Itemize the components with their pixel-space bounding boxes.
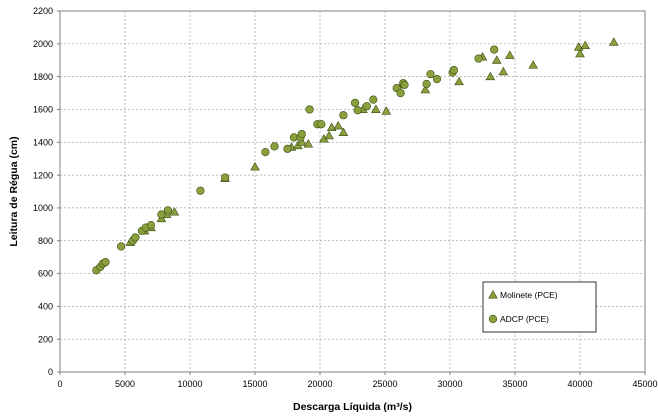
adcp-point (449, 65, 459, 75)
molinete-point (333, 120, 344, 130)
adcp-point (101, 257, 110, 267)
y-tick-label: 1000 (33, 203, 53, 213)
molinete-point (498, 66, 509, 76)
adcp-point (157, 210, 166, 219)
legend: Molinete (PCE) ADCP (PCE) (482, 281, 597, 333)
x-tick-label: 40000 (567, 379, 592, 389)
x-axis-ticks: 0 5000 10000 15000 20000 25000 30000 35000 40000… (57, 372, 658, 389)
y-axis-ticks: 0 200 400 600 800 1000 1200 1400 1600 1800 2000 220… (33, 6, 60, 377)
molinete-point (169, 207, 180, 216)
molinete-point (420, 84, 431, 94)
molinete-point (371, 104, 381, 113)
adcp-point (353, 106, 362, 115)
x-tick-label: 35000 (502, 379, 527, 389)
molinete-point (381, 106, 392, 115)
y-tick-label: 1200 (33, 170, 53, 180)
y-tick-label: 2000 (33, 39, 53, 49)
y-tick-label: 200 (38, 334, 53, 344)
adcp-point (196, 186, 205, 195)
molinete-point (454, 76, 464, 86)
molinete-point (575, 48, 585, 58)
adcp-point (474, 54, 483, 63)
molinete-point (324, 130, 334, 140)
adcp-point (422, 79, 431, 89)
adcp-point (351, 98, 360, 107)
legend-label: Molinete (PCE) (500, 290, 558, 300)
molinete-point (608, 37, 619, 46)
adcp-point (490, 45, 499, 54)
x-tick-label: 25000 (372, 379, 397, 389)
y-tick-label: 0 (48, 367, 53, 377)
adcp-point (396, 88, 405, 98)
adcp-point (163, 206, 172, 215)
legend-box (482, 281, 597, 333)
y-axis-title: Leitura de Régua (cm) (8, 136, 20, 246)
molinete-point (326, 122, 337, 132)
adcp-point (432, 74, 442, 84)
data-markers (92, 37, 619, 275)
x-tick-label: 5000 (115, 379, 135, 389)
y-tick-label: 2200 (33, 6, 53, 16)
x-axis-title: Descarga Líquida (m³/s) (293, 401, 412, 413)
adcp-point (297, 129, 306, 139)
legend-label: ADCP (PCE) (500, 314, 549, 324)
y-tick-label: 1400 (33, 137, 53, 147)
y-tick-label: 600 (38, 269, 53, 279)
adcp-point (339, 111, 348, 120)
x-tick-label: 30000 (437, 379, 462, 389)
adcp-point (426, 70, 435, 79)
x-tick-label: 20000 (307, 379, 332, 389)
y-tick-label: 1800 (33, 72, 53, 82)
molinete-point (303, 139, 314, 148)
molinete-point (296, 137, 307, 146)
adcp-point (131, 233, 140, 242)
molinete-point (528, 60, 539, 69)
y-tick-label: 1600 (33, 105, 53, 115)
adcp-point (116, 242, 126, 251)
adcp-point (369, 95, 378, 104)
legend-triangle-icon (488, 290, 498, 299)
molinete-point (491, 55, 502, 64)
x-tick-label: 15000 (242, 379, 267, 389)
molinete-point (485, 71, 496, 81)
adcp-point (146, 221, 156, 230)
molinete-point (580, 40, 591, 49)
x-tick-label: 0 (57, 379, 62, 389)
adcp-point (305, 105, 314, 114)
molinete-point (338, 127, 349, 136)
x-tick-label: 10000 (177, 379, 202, 389)
adcp-point (317, 120, 326, 129)
adcp-point (362, 102, 371, 111)
adcp-point (283, 144, 292, 153)
molinete-point (250, 161, 260, 171)
legend-circle-icon (488, 314, 498, 324)
y-tick-label: 400 (38, 302, 53, 312)
y-tick-label: 800 (38, 236, 53, 246)
adcp-point (400, 80, 409, 89)
adcp-point (261, 148, 270, 157)
x-tick-label: 45000 (632, 379, 657, 389)
adcp-point (221, 173, 230, 182)
molinete-point (504, 50, 515, 59)
plot-area (59, 10, 646, 373)
adcp-point (270, 142, 279, 151)
